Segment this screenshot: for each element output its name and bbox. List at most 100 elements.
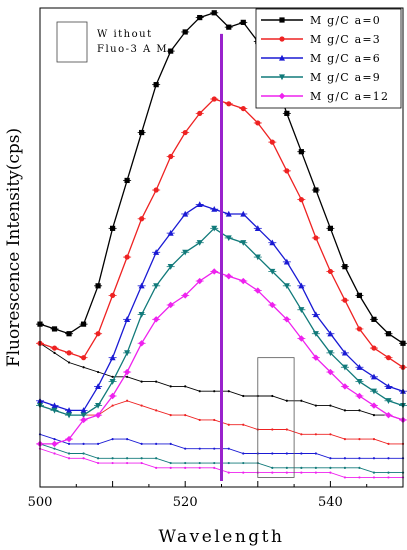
baseline-point [111, 438, 114, 441]
data-point [211, 10, 217, 16]
data-point [356, 379, 363, 385]
data-point [298, 197, 304, 203]
data-point [225, 235, 232, 242]
data-point [182, 129, 188, 136]
baseline-point [198, 418, 201, 422]
baseline-point [227, 390, 230, 393]
baseline-point [96, 442, 100, 445]
annotation-line: Fluo-3 A M [97, 44, 168, 55]
baseline-point [387, 442, 390, 445]
baseline-point [271, 471, 274, 474]
baseline-point [184, 466, 187, 469]
baseline-point [343, 457, 347, 460]
data-point [312, 331, 319, 337]
baseline-point [67, 442, 71, 445]
data-point [371, 316, 377, 322]
data-point [312, 354, 320, 361]
data-point [94, 411, 102, 419]
data-point [167, 301, 174, 309]
data-point [167, 229, 174, 236]
data-point [153, 249, 160, 255]
data-point [269, 301, 276, 309]
data-point [226, 101, 232, 107]
baseline-point [343, 409, 347, 412]
baseline-point [372, 471, 376, 474]
baseline-point [213, 466, 216, 469]
baseline-point [285, 399, 288, 402]
baseline-point [155, 442, 158, 445]
baseline-point [314, 466, 317, 469]
baseline-point [387, 471, 390, 474]
baseline-point [329, 404, 332, 407]
data-point [283, 283, 290, 290]
baseline-point [329, 433, 332, 436]
baseline-point [82, 366, 85, 369]
data-point [269, 139, 275, 145]
baseline-point [155, 466, 158, 469]
y-axis-title: Fluorescence Intensity(cps) [4, 128, 24, 367]
baseline-point [140, 457, 143, 460]
baseline-point [314, 404, 317, 407]
data-point [298, 307, 305, 313]
x-axis: 500 520 540 [28, 481, 404, 510]
baseline-point [126, 457, 129, 460]
legend: M g/C a=0 M g/C a=3 M g/C a=6 M g/C a=9 M g/… [255, 8, 402, 109]
baseline-point [155, 380, 158, 383]
baseline-point [227, 471, 230, 474]
data-point [370, 373, 377, 380]
data-point [283, 316, 291, 323]
baseline-point [96, 461, 100, 465]
baseline-point [358, 466, 361, 469]
data-point [356, 364, 363, 370]
data-point [356, 392, 363, 400]
data-point [211, 225, 218, 232]
legend-marker [279, 17, 285, 23]
data-point [327, 368, 334, 376]
data-point [153, 283, 160, 290]
baseline-point [285, 466, 288, 469]
data-point [226, 24, 232, 30]
data-point [110, 225, 116, 231]
baseline-point [314, 452, 317, 455]
baseline-point [271, 394, 274, 398]
data-point [356, 292, 363, 298]
data-point [298, 149, 304, 155]
legend-marker [279, 54, 285, 61]
data-point [124, 316, 131, 322]
baseline-point [213, 390, 216, 393]
data-point [211, 96, 217, 102]
data-point [197, 110, 203, 116]
data-point [240, 210, 247, 217]
baseline-point [111, 375, 114, 378]
baseline-point [343, 476, 347, 479]
without-fluo-annotation: W ithout Fluo-3 A M [56, 21, 168, 63]
data-point [51, 402, 58, 409]
data-point [254, 254, 261, 261]
data-point [327, 268, 333, 275]
baseline-point [184, 414, 187, 417]
baseline-point [372, 414, 376, 417]
baseline-point [358, 457, 361, 460]
baseline-point [242, 471, 245, 474]
data-point [80, 321, 87, 327]
baseline-point [53, 447, 56, 450]
data-point [124, 254, 130, 260]
data-point [196, 277, 203, 285]
data-point [66, 407, 73, 413]
legend-label: M g/C a=9 [310, 71, 381, 84]
data-point [254, 287, 261, 294]
baseline-point [242, 452, 245, 455]
data-point [211, 268, 218, 275]
baseline-point [82, 452, 85, 455]
data-point [80, 416, 87, 424]
data-point [124, 177, 130, 184]
baseline-point [198, 390, 201, 393]
baseline-point [184, 385, 187, 388]
data-point [168, 48, 174, 54]
data-point [66, 331, 72, 337]
data-point [211, 205, 218, 212]
baseline-point [227, 423, 230, 426]
baseline-point [271, 428, 274, 431]
data-point [284, 168, 290, 174]
baseline-point [329, 471, 332, 474]
